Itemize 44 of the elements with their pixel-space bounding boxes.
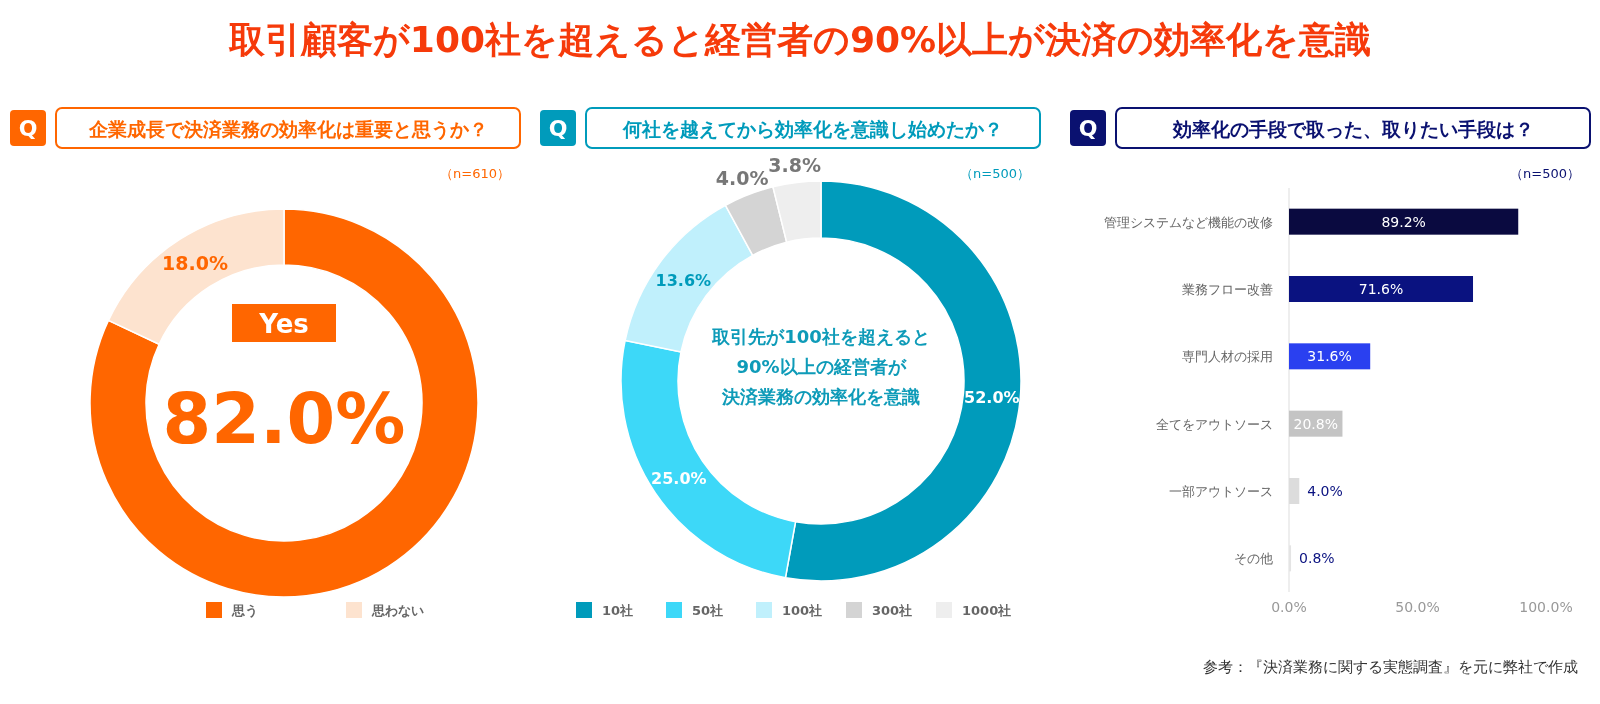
text: Q [548, 116, 568, 141]
data-label: 0.8% [1299, 550, 1335, 567]
text: 82.0% [162, 378, 406, 460]
y-tick-label: 専門人材の採用 [1182, 349, 1273, 365]
y-tick-label: 一部アウトソース [1169, 484, 1273, 499]
chart-subtitle: （n=500） [1510, 166, 1580, 181]
y-tick-label: 全てをアウトソース [1156, 416, 1273, 432]
legend-label: 300社 [872, 603, 913, 618]
data-label: 25.0% [651, 468, 707, 488]
data-label: 13.6% [655, 270, 712, 290]
text: 参考：『決済業務に関する実態調査』を元に弊社で作成 [1203, 658, 1578, 676]
text: 取引先が100社を超えると [711, 326, 930, 347]
data-label: 4.0% [1307, 483, 1343, 499]
text: 決済業務の効率化を意識 [721, 386, 920, 407]
legend-label: 100社 [782, 603, 823, 618]
y-tick-label: 業務フロー改善 [1182, 282, 1273, 297]
legend-label: 思わない [371, 603, 424, 618]
y-tick-label: 管理システムなど機能の改修 [1104, 214, 1273, 230]
data-label: 31.6% [1307, 348, 1352, 365]
text: Yes [258, 309, 309, 339]
text: 90%以上の経営者が [736, 356, 907, 377]
chart-subtitle: （n=610） [440, 166, 510, 181]
data-label: 4.0% [715, 166, 769, 189]
chart-title: 効率化の手段で取った、取りたい手段は？ [1171, 118, 1534, 140]
data-label: 18.0% [162, 251, 229, 274]
data-label: 20.8% [1293, 415, 1338, 432]
x-tick-label: 100.0% [1519, 599, 1573, 615]
text: 取引顧客が100社を超えると経営者の90%以上が決済の効率化を意識 [227, 19, 1372, 60]
chart-title: 企業成長で決済業務の効率化は重要と思うか？ [87, 118, 488, 141]
data-label: 52.0% [964, 388, 1020, 408]
text: Q [1078, 116, 1098, 141]
legend-label: 思う [231, 603, 258, 618]
x-tick-label: 50.0% [1395, 599, 1440, 615]
text: Q [18, 116, 38, 141]
data-label: 3.8% [768, 153, 821, 176]
legend-label: 50社 [692, 603, 724, 618]
y-tick-label: その他 [1234, 551, 1273, 567]
x-tick-label: 0.0% [1271, 599, 1307, 615]
chart-title: 何社を越えてから効率化を意識し始めたか？ [622, 118, 1003, 140]
data-label: 71.6% [1358, 281, 1404, 297]
legend-label: 10社 [602, 603, 634, 618]
legend-label: 1000社 [962, 603, 1012, 618]
text: （n=500） [960, 166, 1030, 181]
data-label: 89.2% [1381, 213, 1426, 230]
